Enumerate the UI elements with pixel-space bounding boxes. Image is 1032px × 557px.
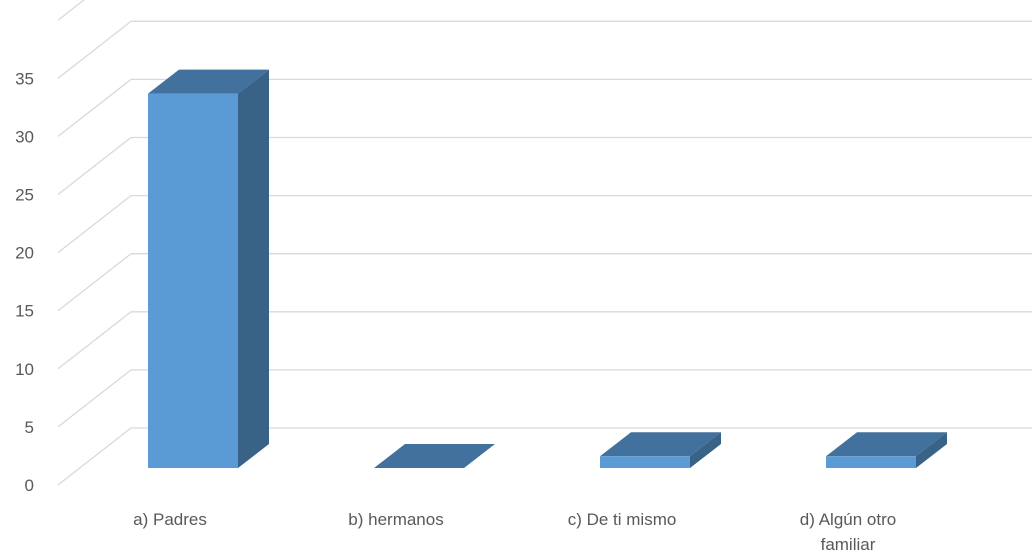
bar-top-face <box>826 432 947 457</box>
x-axis-categories: a) Padres b) hermanos c) De ti mismo d) Alg… <box>133 510 896 554</box>
x-category-label: c) De ti mismo <box>568 510 677 529</box>
gridlines <box>57 0 1032 486</box>
bar-front-face <box>826 456 916 468</box>
gridline-diagonal <box>57 78 132 137</box>
y-tick-label: 10 <box>15 360 34 379</box>
bars <box>148 69 947 468</box>
x-category-label: a) Padres <box>133 510 207 529</box>
bar-side-face <box>916 432 947 468</box>
bar-side-face <box>238 69 269 468</box>
gridline-diagonal <box>57 253 132 312</box>
y-tick-label: 5 <box>25 418 34 437</box>
x-category-label: d) Algún otro <box>800 510 896 529</box>
bar <box>600 432 721 468</box>
x-category-label: familiar <box>821 535 876 554</box>
x-category-label: b) hermanos <box>348 510 443 529</box>
y-axis-ticks: 0 5 10 15 20 25 30 35 <box>15 69 34 495</box>
bar-top-face <box>374 444 495 468</box>
gridline-diagonal <box>57 20 132 79</box>
gridline-diagonal <box>57 369 132 428</box>
gridline-diagonal <box>57 0 85 21</box>
y-tick-label: 25 <box>15 186 34 205</box>
bar <box>374 444 495 468</box>
y-tick-label: 30 <box>15 127 34 146</box>
gridline-diagonal <box>57 195 132 254</box>
bar-top-face <box>148 69 269 94</box>
y-tick-label: 15 <box>15 302 34 321</box>
bar <box>826 432 947 468</box>
y-tick-label: 20 <box>15 244 34 263</box>
bar-top-face <box>600 432 721 457</box>
gridline-diagonal <box>57 311 132 370</box>
gridline-diagonal <box>57 427 132 486</box>
y-tick-label: 0 <box>25 476 34 495</box>
y-tick-label: 35 <box>15 69 34 88</box>
bar-front-face <box>148 93 238 468</box>
bar-front-face <box>600 456 690 468</box>
gridline-diagonal <box>57 136 132 196</box>
bar-side-face <box>690 432 721 468</box>
bar <box>148 69 269 468</box>
